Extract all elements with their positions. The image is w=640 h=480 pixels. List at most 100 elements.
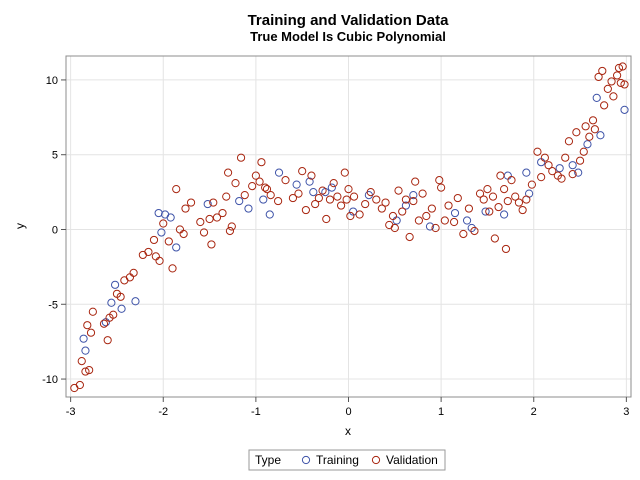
data-point-validation: [414, 216, 423, 225]
data-point-validation: [488, 192, 498, 201]
data-point-validation: [453, 193, 462, 203]
data-point-validation: [411, 177, 420, 186]
data-point-validation: [366, 188, 375, 197]
data-point-training: [583, 140, 592, 149]
data-point-validation: [603, 84, 612, 94]
data-point-validation: [138, 250, 147, 260]
data-point-validation: [361, 199, 370, 209]
data-point-training: [467, 223, 476, 233]
data-point-validation: [522, 195, 531, 204]
data-point-training: [401, 201, 411, 210]
data-point-validation: [149, 235, 159, 245]
data-point-validation: [255, 177, 264, 186]
data-point-validation: [514, 198, 524, 207]
data-point-validation: [579, 147, 588, 156]
data-point-training: [522, 168, 531, 177]
data-point-training: [161, 210, 170, 219]
x-tick-label: 2: [531, 406, 537, 418]
data-point-validation: [437, 183, 446, 192]
data-point-validation: [494, 202, 503, 212]
data-point-validation: [381, 198, 390, 207]
data-point-training: [555, 164, 564, 173]
data-point-validation: [431, 223, 440, 233]
data-point-training: [157, 228, 166, 237]
data-point-validation: [125, 273, 135, 282]
data-point-validation: [159, 219, 168, 228]
data-point-validation: [483, 185, 492, 194]
data-point-validation: [83, 321, 92, 330]
data-point-validation: [75, 380, 84, 390]
y-tick-label: 0: [52, 224, 58, 236]
data-point-training: [265, 210, 274, 219]
legend-box: [248, 449, 446, 471]
legend-title: Type: [255, 453, 281, 467]
chart-subtitle: True Model Is Cubic Polynomial: [250, 29, 446, 44]
data-point-validation: [103, 336, 112, 345]
data-point-training: [131, 297, 140, 306]
data-point-training: [309, 188, 318, 197]
y-tick-label: 10: [46, 75, 58, 87]
data-point-validation: [490, 234, 499, 243]
data-point-validation: [405, 232, 414, 242]
data-point-validation: [609, 92, 618, 101]
data-point-validation: [459, 229, 468, 239]
data-point-training: [292, 180, 301, 189]
data-point-validation: [314, 193, 323, 203]
data-point-validation: [344, 185, 353, 194]
data-point-validation: [209, 198, 218, 207]
data-point-validation: [540, 153, 549, 162]
data-point-validation: [179, 229, 188, 239]
data-point-validation: [248, 182, 257, 191]
data-point-validation: [533, 147, 542, 156]
x-tick-label: 3: [623, 406, 629, 418]
data-point-validation: [372, 195, 381, 204]
data-point-validation: [288, 193, 298, 203]
data-point-validation: [613, 71, 622, 80]
data-point-validation: [301, 205, 310, 215]
data-point-validation: [218, 208, 227, 218]
data-point-validation: [385, 220, 394, 230]
data-point-validation: [144, 247, 153, 257]
data-point-validation: [435, 176, 444, 185]
data-point-validation: [616, 78, 625, 88]
data-point-validation: [614, 63, 624, 73]
data-point-validation: [257, 158, 266, 167]
data-point-training: [79, 334, 88, 343]
data-point-training: [244, 204, 253, 213]
data-point-training: [409, 190, 418, 200]
data-point-training: [503, 171, 512, 180]
grid-lines: [66, 56, 631, 397]
data-point-validation: [298, 167, 307, 176]
data-point-validation: [129, 268, 138, 277]
data-point-training: [110, 280, 120, 289]
data-point-validation: [251, 171, 260, 180]
data-point-validation: [479, 195, 488, 204]
data-point-validation: [377, 204, 386, 213]
data-point-validation: [325, 195, 335, 204]
data-point-validation: [418, 189, 427, 198]
data-point-validation: [120, 276, 129, 285]
chart-title: Training and Validation Data: [248, 12, 450, 29]
x-tick-label: 1: [438, 406, 444, 418]
data-point-validation: [590, 125, 599, 134]
data-point-validation: [501, 244, 511, 254]
data-point-validation: [155, 256, 164, 265]
data-point-validation: [336, 201, 346, 210]
data-point-validation: [390, 223, 399, 233]
data-point-training: [450, 208, 460, 218]
data-point-validation: [398, 207, 407, 216]
legend-marker-training: [301, 455, 311, 465]
data-point-training: [568, 161, 577, 170]
data-point-validation: [548, 167, 557, 176]
data-point-validation: [500, 185, 509, 194]
data-point-validation: [196, 217, 205, 227]
data-point-validation: [444, 201, 453, 210]
data-point-validation: [307, 171, 316, 180]
data-point-validation: [151, 252, 160, 261]
data-point-validation: [600, 101, 609, 110]
data-point-validation: [475, 189, 485, 198]
data-point-validation: [507, 176, 516, 185]
data-point-validation: [116, 292, 125, 301]
